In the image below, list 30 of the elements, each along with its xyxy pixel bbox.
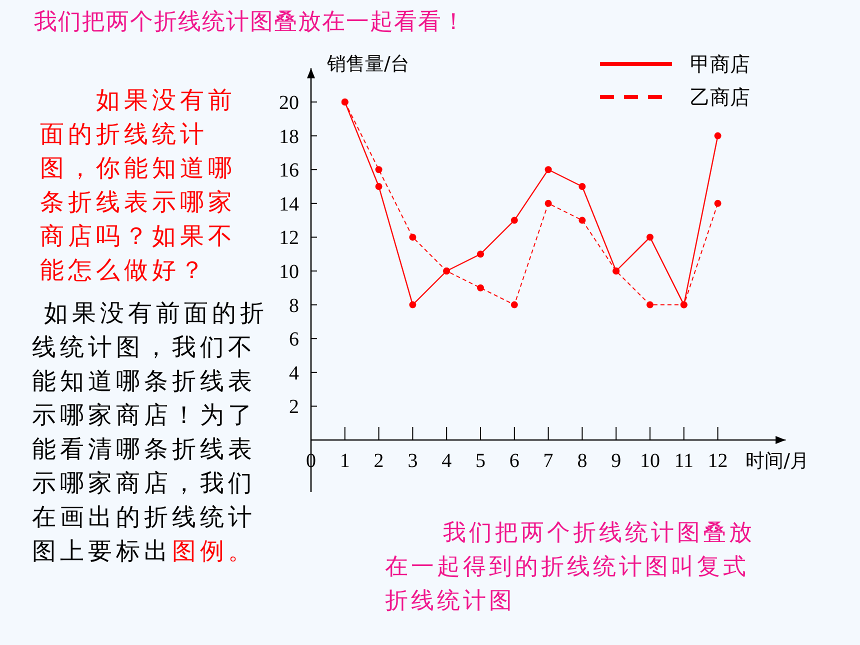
x-tick-label: 2: [374, 450, 384, 472]
y-tick-label: 6: [289, 328, 299, 351]
text: 我们把两个折线统计图叠放在一起得到的折线统计图叫复式折线统计图: [385, 519, 756, 615]
y-tick-label: 2: [289, 396, 299, 418]
x-tick-label: 7: [543, 450, 554, 472]
legend-label: 乙商店: [690, 85, 750, 109]
x-tick-label: 3: [408, 450, 418, 472]
y-axis-title: 销售量/台: [326, 53, 410, 75]
x-tick-label: 4: [442, 450, 452, 472]
y-tick-label: 12: [279, 227, 299, 250]
x-tick-label: 10: [640, 450, 660, 472]
x-tick-label: 6: [509, 450, 520, 472]
y-tick-label: 16: [279, 160, 299, 182]
chart-title: 我们把两个折线统计图叠放在一起看看！: [34, 8, 466, 36]
y-tick-label: 10: [279, 261, 299, 283]
y-tick-label: 8: [289, 294, 299, 317]
x-axis-title: 时间/月: [746, 450, 810, 472]
x-tick-label: 11: [674, 450, 694, 472]
y-tick-label: 18: [279, 126, 299, 148]
y-tick-label: 4: [289, 362, 299, 384]
x-tick-label: 5: [476, 450, 486, 472]
y-tick-label: 14: [279, 193, 299, 216]
x-tick-label: 12: [708, 450, 728, 472]
text: 图例。: [172, 539, 256, 565]
legend-label: 甲商店: [690, 52, 750, 76]
y-tick-label: 20: [279, 92, 299, 114]
x-tick-label: 1: [340, 450, 350, 472]
text: 如果没有前面的折线统计图，你能知道哪条折线表示哪家商店吗？如果不能怎么做好？: [40, 87, 237, 286]
x-tick-label: 9: [611, 450, 622, 472]
x-tick-label: 8: [577, 450, 588, 472]
